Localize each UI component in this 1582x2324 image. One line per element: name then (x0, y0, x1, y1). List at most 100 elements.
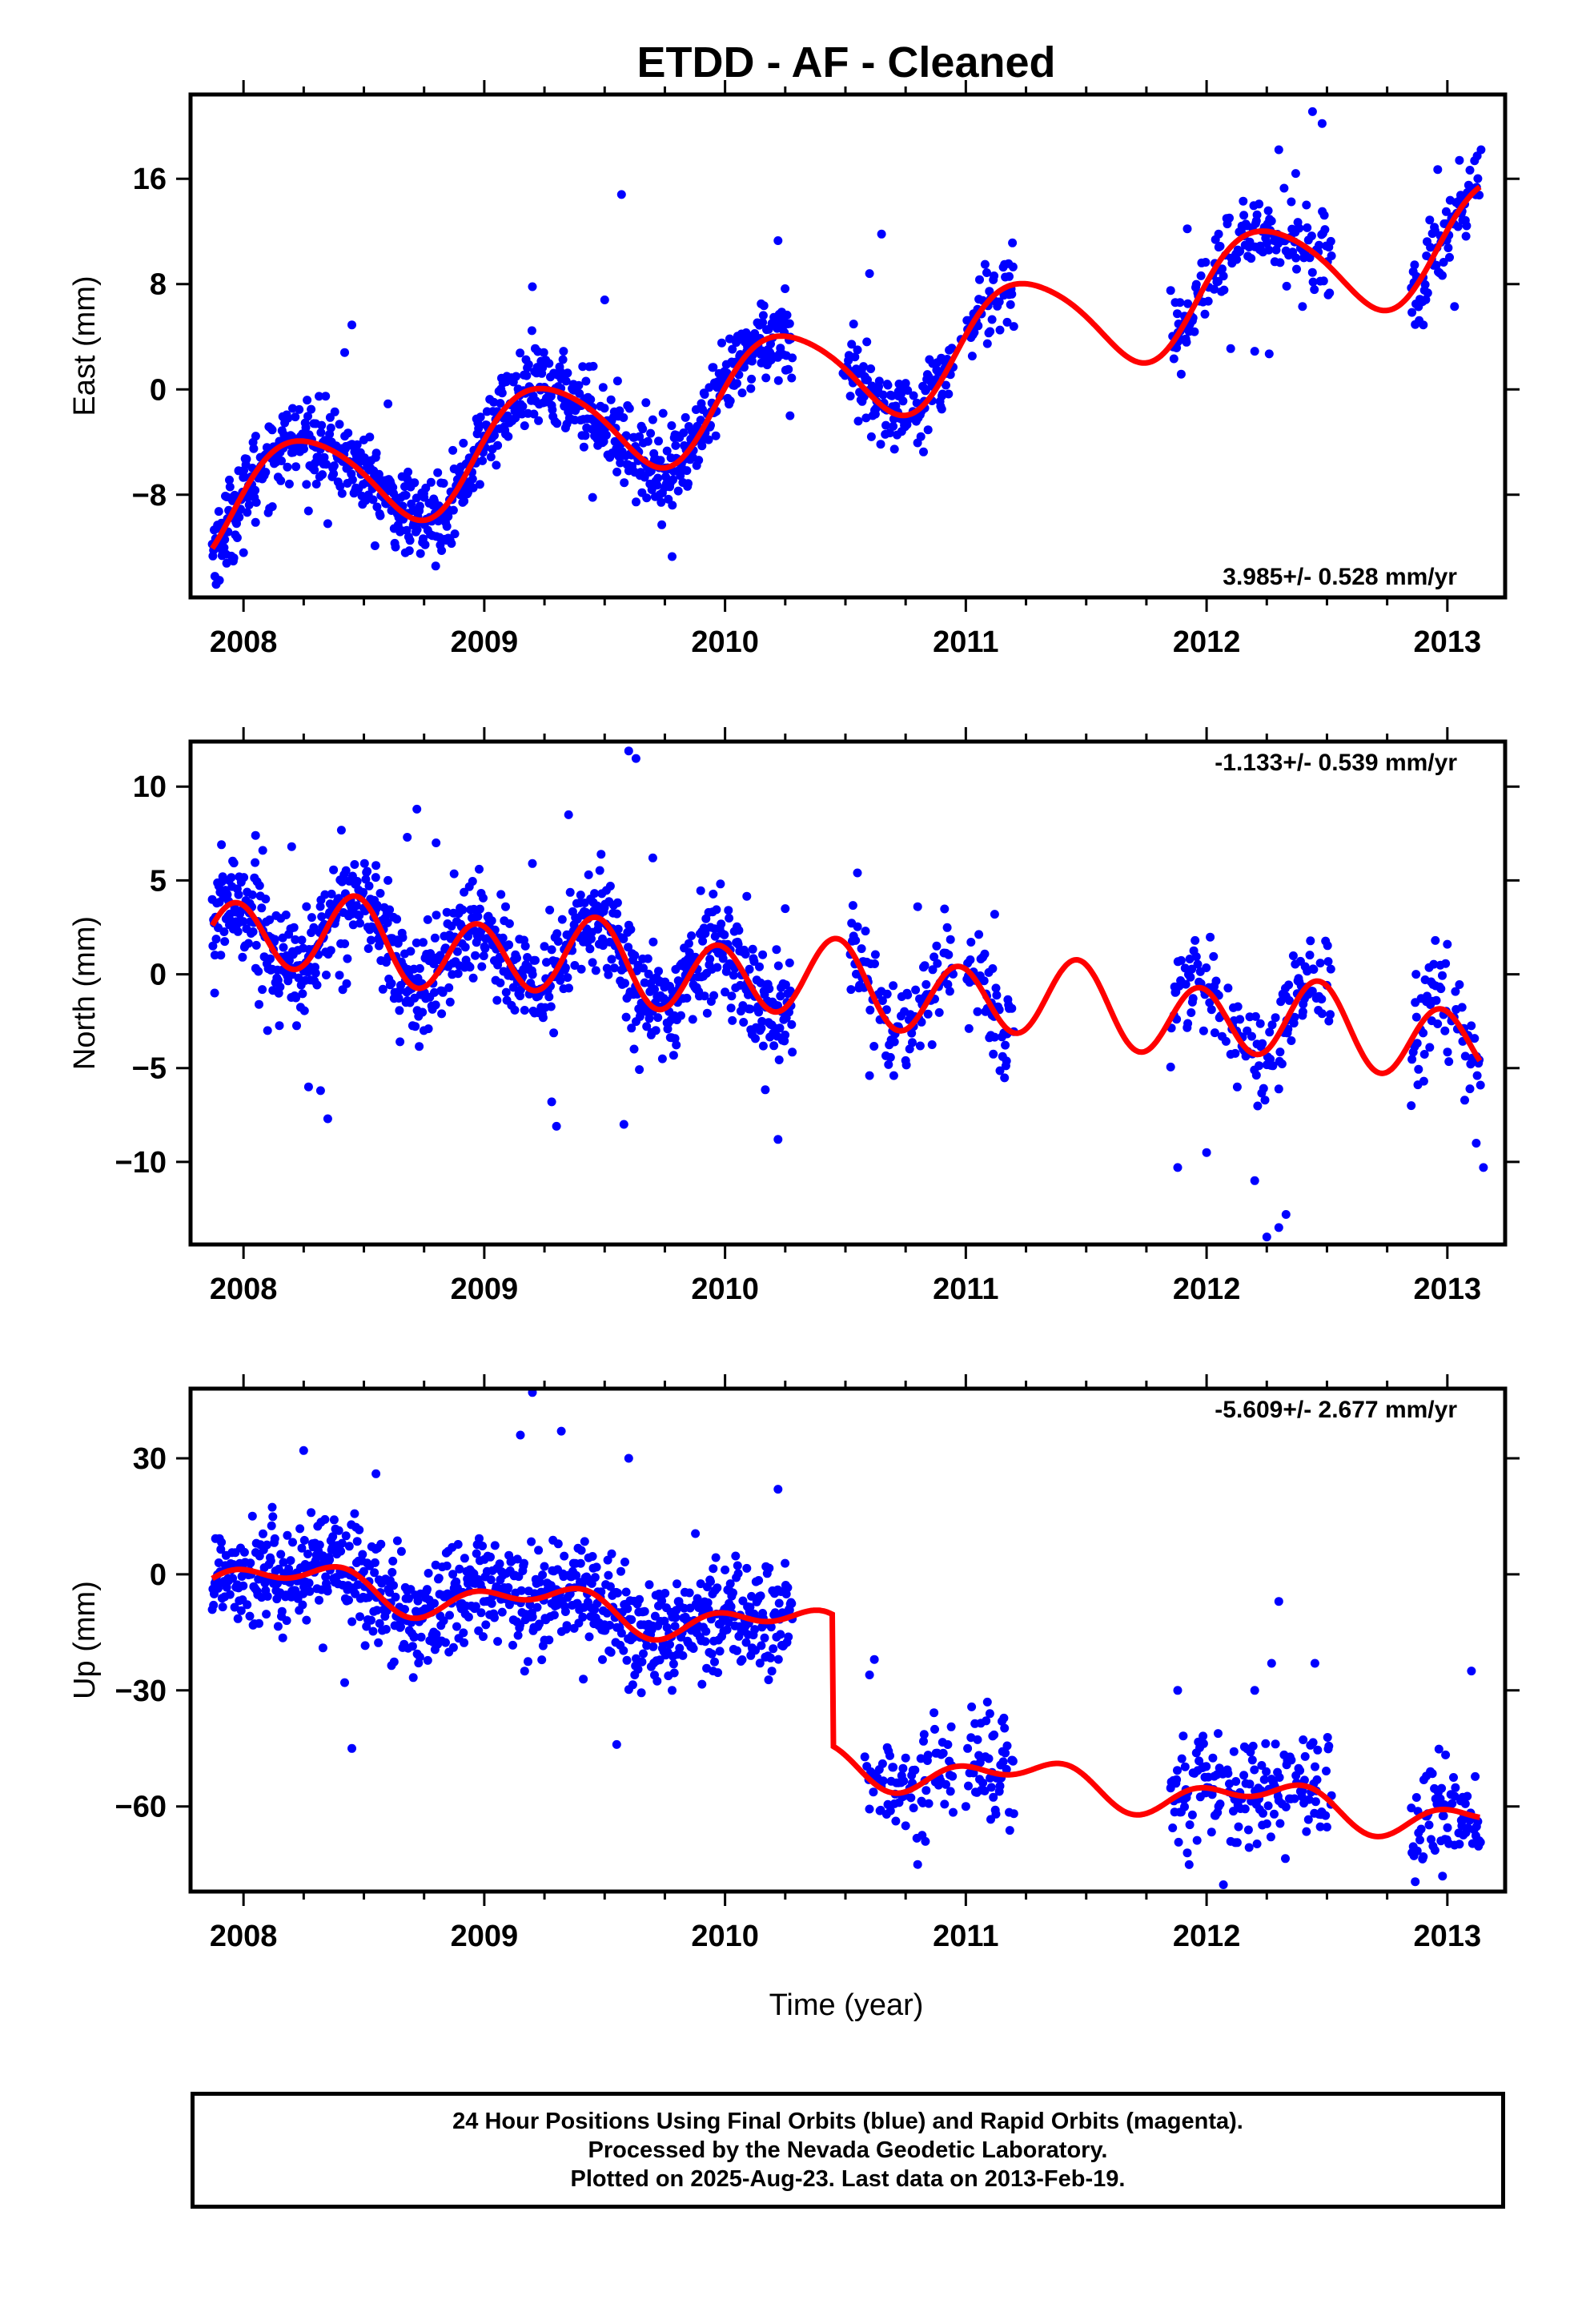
north-point (1425, 1043, 1435, 1052)
east-outlier-point (287, 448, 296, 457)
up-point (1270, 1809, 1279, 1819)
east-point (559, 347, 568, 356)
north-point (1209, 951, 1219, 961)
north-frame (188, 739, 1508, 1247)
up-point (218, 1602, 227, 1612)
east-point (632, 497, 640, 507)
up-point (940, 1799, 950, 1809)
east-point (420, 540, 430, 549)
north-point (564, 983, 573, 993)
north-point (556, 975, 565, 985)
up-point (1263, 1801, 1273, 1811)
up-point (532, 1602, 542, 1612)
north-point (510, 1005, 520, 1015)
north-point (755, 962, 764, 971)
up-point (1471, 1771, 1480, 1781)
east-outlier-point (1307, 107, 1317, 116)
y-tick-label: 8 (150, 268, 167, 302)
north-point (309, 923, 319, 932)
caption-box: 24 Hour Positions Using Final Orbits (bl… (191, 2092, 1505, 2209)
north-point (383, 918, 392, 927)
north-point (733, 939, 743, 949)
east-point (853, 416, 863, 426)
up-point (1411, 1877, 1420, 1887)
north-point (584, 870, 593, 879)
up-point (751, 1646, 760, 1655)
up-point (323, 1586, 332, 1596)
north-point (553, 937, 563, 946)
up-point (678, 1651, 688, 1660)
up-point (493, 1637, 503, 1647)
north-point (943, 979, 953, 989)
north-point (973, 1007, 982, 1016)
north-point (598, 934, 607, 943)
north-point (785, 986, 795, 995)
east-point (682, 466, 692, 476)
east-point (242, 454, 251, 464)
north-point (1202, 963, 1211, 972)
up-point (616, 1566, 625, 1576)
east-point (654, 436, 663, 446)
east-point (785, 319, 794, 328)
up-point (1275, 1819, 1285, 1828)
up-point (1207, 1827, 1216, 1837)
east-point (758, 318, 768, 328)
north-point (350, 860, 359, 869)
up-point (949, 1807, 958, 1817)
east-point (850, 352, 860, 362)
east-point (1190, 327, 1199, 336)
east-point (1225, 213, 1234, 223)
up-point (1231, 1777, 1241, 1786)
north-point (317, 912, 327, 922)
up-point (497, 1607, 507, 1617)
up-point (756, 1591, 765, 1601)
east-point (439, 479, 448, 488)
up-point (236, 1606, 246, 1615)
north-point (1277, 1059, 1287, 1068)
north-point (745, 1004, 755, 1014)
north-point (504, 940, 514, 950)
east-point (244, 501, 254, 509)
east-point (371, 448, 381, 458)
up-point (216, 1545, 226, 1554)
up-point (481, 1620, 491, 1630)
north-point (504, 919, 514, 928)
up-point (283, 1530, 292, 1540)
north-point (685, 948, 694, 957)
up-point (923, 1751, 933, 1760)
up-point (328, 1532, 338, 1542)
up-point (982, 1697, 992, 1707)
north-point (587, 934, 596, 943)
up-point (1199, 1731, 1208, 1741)
east-point (433, 468, 443, 477)
up-point (370, 1558, 379, 1567)
up-point (1476, 1838, 1485, 1847)
east-point (1423, 288, 1432, 298)
north-point (716, 879, 725, 889)
up-point (713, 1583, 722, 1593)
north-point (468, 973, 478, 983)
east-point (493, 440, 503, 450)
east-point (1182, 337, 1191, 347)
north-outlier-point (913, 902, 922, 911)
up-point (368, 1626, 378, 1636)
up-point (297, 1543, 307, 1553)
north-point (337, 877, 347, 887)
up-point (572, 1570, 581, 1580)
up-rate-label: -5.609+/- 2.677 mm/yr (1215, 1397, 1457, 1423)
up-point (1439, 1811, 1448, 1820)
north-point (475, 864, 484, 874)
up-point (396, 1546, 406, 1556)
north-panel: 2008 2009 2010 2011 2012 2013 10 5 0 −5 −10 North … (68, 727, 1520, 1306)
up-point (612, 1588, 622, 1598)
north-point (477, 962, 487, 971)
north-outlier-point (1262, 1232, 1271, 1242)
up-point (628, 1633, 638, 1642)
east-point (624, 404, 634, 413)
east-point (421, 483, 431, 493)
north-point (1324, 1016, 1334, 1026)
up-point (1275, 1773, 1284, 1782)
north-point (974, 930, 984, 939)
north-point (437, 1009, 447, 1019)
north-point (1002, 1056, 1011, 1066)
